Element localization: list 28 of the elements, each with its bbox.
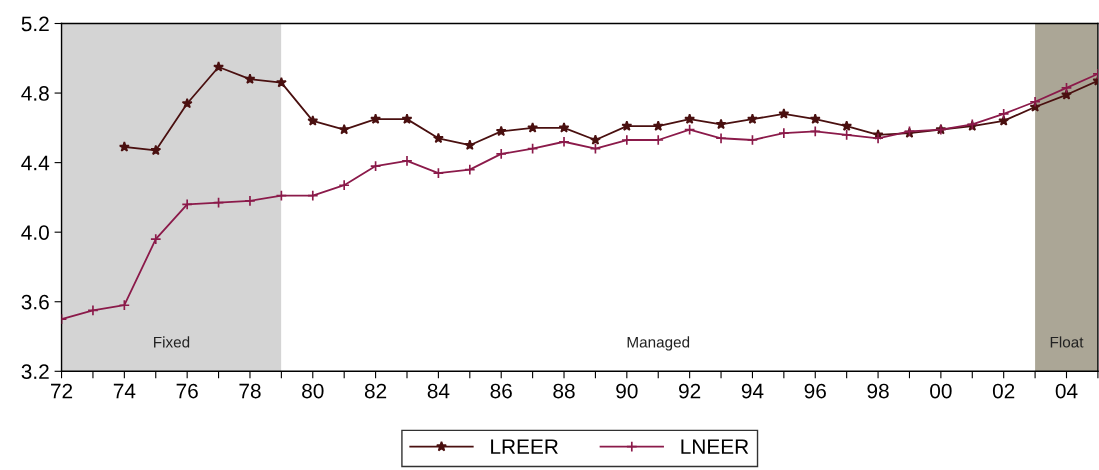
y-tick-label: 4.4 [21, 155, 50, 171]
x-tick-label: 88 [553, 383, 575, 399]
band-label: Fixed [154, 336, 190, 348]
x-tick-label: 90 [616, 383, 638, 399]
x-tick-label: 96 [804, 383, 826, 399]
x-tick-label: 82 [364, 383, 387, 399]
x-tick-label: 72 [51, 383, 73, 399]
x-tick-label: 86 [490, 383, 512, 399]
y-tick-label: 3.2 [21, 364, 49, 380]
x-tick-label: 78 [239, 383, 261, 399]
y-tick-label: 4.8 [21, 86, 49, 101]
x-tick-label: 00 [930, 383, 952, 399]
x-tick-label: 94 [741, 383, 764, 399]
y-tick-label: 5.2 [21, 16, 49, 32]
x-tick-label: 80 [302, 383, 324, 399]
y-tick-label: 3.6 [21, 294, 49, 310]
x-tick-label: 04 [1055, 383, 1078, 399]
x-tick-label: 92 [679, 383, 701, 399]
band-label: Float [1050, 336, 1084, 348]
x-tick-label: 76 [176, 383, 198, 399]
x-tick-label: 98 [867, 383, 889, 399]
x-tick-label: 02 [992, 383, 1015, 399]
x-tick-label: 84 [427, 383, 450, 399]
y-tick-label: 4.0 [21, 225, 49, 240]
legend-label: LNEER [681, 439, 749, 454]
legend-label: LREER [491, 439, 558, 454]
band-label: Managed [627, 336, 690, 351]
x-tick-label: 74 [113, 383, 136, 399]
